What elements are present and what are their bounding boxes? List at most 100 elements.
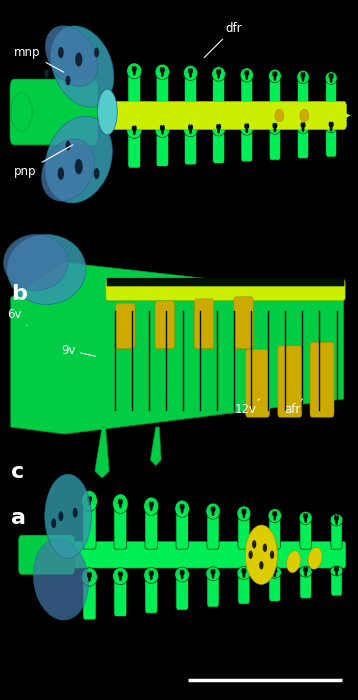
- Circle shape: [217, 74, 220, 79]
- Ellipse shape: [240, 68, 253, 82]
- Circle shape: [189, 129, 192, 134]
- Circle shape: [120, 499, 123, 505]
- FancyBboxPatch shape: [156, 131, 169, 167]
- FancyBboxPatch shape: [128, 72, 141, 108]
- Circle shape: [218, 124, 221, 130]
- Ellipse shape: [4, 234, 68, 290]
- Circle shape: [274, 76, 276, 81]
- Circle shape: [44, 69, 49, 78]
- FancyBboxPatch shape: [234, 297, 253, 349]
- Circle shape: [133, 70, 136, 76]
- FancyBboxPatch shape: [184, 74, 197, 108]
- Ellipse shape: [287, 551, 300, 573]
- FancyBboxPatch shape: [213, 75, 224, 108]
- Circle shape: [181, 508, 184, 514]
- Circle shape: [88, 576, 91, 582]
- FancyBboxPatch shape: [326, 127, 337, 157]
- Circle shape: [182, 570, 185, 575]
- Circle shape: [241, 568, 244, 574]
- Circle shape: [245, 127, 248, 133]
- Circle shape: [58, 167, 64, 180]
- Circle shape: [242, 513, 245, 519]
- FancyBboxPatch shape: [269, 128, 281, 160]
- FancyBboxPatch shape: [145, 576, 158, 613]
- Circle shape: [190, 68, 193, 74]
- Circle shape: [304, 517, 307, 523]
- Circle shape: [151, 570, 154, 576]
- Ellipse shape: [275, 109, 284, 122]
- FancyBboxPatch shape: [83, 579, 96, 620]
- Circle shape: [51, 518, 56, 528]
- Circle shape: [329, 73, 332, 78]
- Ellipse shape: [175, 500, 189, 517]
- Ellipse shape: [268, 566, 281, 578]
- Circle shape: [244, 123, 247, 129]
- Ellipse shape: [7, 234, 86, 304]
- Circle shape: [245, 74, 248, 80]
- Polygon shape: [95, 427, 109, 478]
- Circle shape: [246, 123, 249, 129]
- FancyBboxPatch shape: [114, 578, 127, 617]
- Circle shape: [211, 506, 213, 512]
- Text: 9v: 9v: [61, 344, 96, 356]
- Circle shape: [331, 122, 334, 127]
- Text: a: a: [11, 508, 26, 528]
- FancyBboxPatch shape: [269, 516, 281, 549]
- Circle shape: [94, 48, 99, 57]
- Ellipse shape: [11, 92, 32, 132]
- Ellipse shape: [325, 72, 337, 84]
- Circle shape: [160, 125, 163, 130]
- Text: b: b: [11, 284, 26, 304]
- Circle shape: [161, 71, 164, 77]
- Circle shape: [303, 72, 305, 78]
- Circle shape: [161, 129, 164, 134]
- Circle shape: [303, 513, 306, 519]
- FancyBboxPatch shape: [269, 76, 281, 108]
- Ellipse shape: [183, 65, 198, 80]
- FancyBboxPatch shape: [176, 510, 188, 549]
- Circle shape: [58, 511, 63, 521]
- FancyBboxPatch shape: [128, 132, 141, 168]
- FancyBboxPatch shape: [297, 77, 309, 108]
- Text: dfr: dfr: [204, 22, 242, 57]
- Ellipse shape: [97, 89, 117, 134]
- Circle shape: [274, 572, 276, 578]
- Circle shape: [301, 76, 304, 82]
- Ellipse shape: [45, 116, 112, 203]
- Circle shape: [162, 125, 165, 130]
- Circle shape: [118, 499, 121, 505]
- Circle shape: [180, 504, 183, 510]
- Circle shape: [66, 76, 71, 85]
- Circle shape: [252, 540, 256, 549]
- Circle shape: [216, 69, 219, 75]
- Ellipse shape: [268, 121, 281, 134]
- Polygon shape: [11, 262, 344, 434]
- Text: pnp: pnp: [14, 145, 73, 178]
- Circle shape: [263, 543, 267, 552]
- Circle shape: [329, 122, 332, 127]
- Circle shape: [331, 73, 334, 78]
- Circle shape: [213, 506, 216, 512]
- FancyBboxPatch shape: [194, 299, 214, 349]
- Ellipse shape: [144, 497, 159, 515]
- Circle shape: [274, 511, 277, 517]
- FancyBboxPatch shape: [300, 518, 311, 549]
- Ellipse shape: [33, 538, 88, 620]
- Circle shape: [150, 505, 153, 511]
- Circle shape: [334, 566, 337, 572]
- Ellipse shape: [299, 566, 312, 577]
- Circle shape: [160, 67, 163, 73]
- Ellipse shape: [297, 120, 309, 134]
- Ellipse shape: [297, 71, 309, 83]
- Circle shape: [94, 168, 100, 179]
- Circle shape: [118, 571, 121, 577]
- FancyBboxPatch shape: [106, 279, 345, 300]
- Circle shape: [244, 70, 247, 76]
- Circle shape: [336, 515, 339, 521]
- Circle shape: [150, 575, 153, 580]
- Circle shape: [243, 509, 246, 514]
- FancyBboxPatch shape: [331, 570, 342, 596]
- Circle shape: [212, 573, 214, 579]
- Circle shape: [336, 566, 339, 572]
- Circle shape: [58, 47, 64, 58]
